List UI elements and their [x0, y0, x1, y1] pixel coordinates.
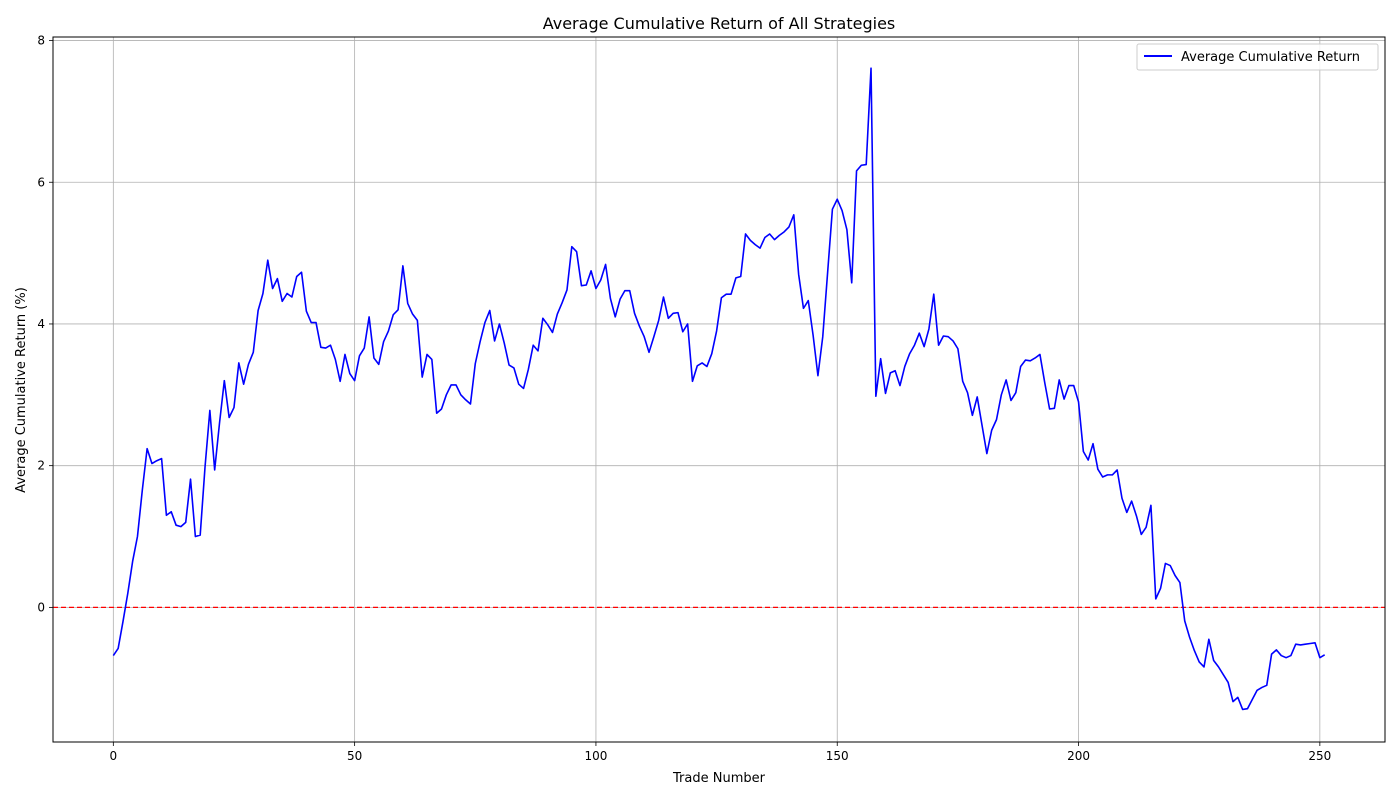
- y-tick-label: 4: [37, 317, 45, 331]
- x-tick-label: 50: [347, 749, 362, 763]
- grid-lines: [53, 37, 1385, 742]
- x-tick-label: 250: [1308, 749, 1331, 763]
- legend-box: [1136, 43, 1379, 71]
- series-layer: [112, 67, 1326, 711]
- y-tick-label: 0: [37, 600, 45, 614]
- x-tick-label: 200: [1067, 749, 1090, 763]
- x-axis-label: Trade Number: [672, 771, 766, 786]
- y-axis-label: Average Cumulative Return (%): [14, 287, 29, 493]
- x-tick-label: 0: [110, 749, 118, 763]
- x-tick-label: 100: [584, 749, 607, 763]
- y-tick-label: 6: [37, 175, 45, 189]
- plot-frame: [52, 36, 1386, 743]
- legend-entry-label: Average Cumulative Return: [1181, 50, 1360, 65]
- y-tick-label: 8: [37, 34, 45, 48]
- series-line-average-cumulative-return: [112, 67, 1326, 711]
- chart-title: Average Cumulative Return of All Strateg…: [543, 14, 896, 33]
- legend: Average Cumulative Return: [1136, 43, 1379, 71]
- axis-ticks: 0 50 100 150 200 250 0 2 4 6 8: [37, 34, 1331, 763]
- x-tick-label: 150: [826, 749, 849, 763]
- y-tick-label: 2: [37, 459, 45, 473]
